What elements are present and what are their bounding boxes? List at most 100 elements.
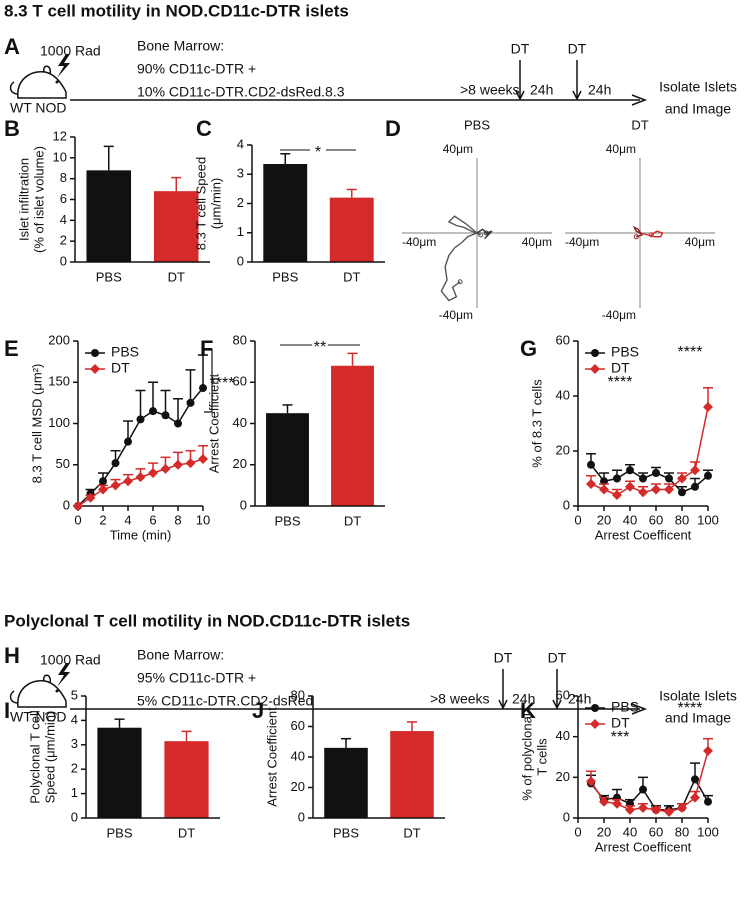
y-tick-label: 12 [53,128,67,143]
x-axis-label: Arrest Coefficent [595,839,692,854]
interval-label: 24h [512,691,535,707]
y-tick-label: 4 [237,136,244,151]
point [85,492,96,503]
y-tick-label: 0 [563,809,570,824]
end-label: Isolate Islets [659,79,737,95]
point [136,415,145,424]
panel-letter: E [4,336,19,361]
point [149,407,157,416]
y-tick-label: 100 [48,415,70,430]
sig-bracket [204,349,213,413]
point [665,474,673,483]
y-axis-label: (% of islet volume) [31,146,46,253]
x-tick-label: 60 [649,512,663,527]
marrow-label: Bone Marrow: [137,38,224,54]
legend-label: DT [111,360,130,376]
arrow-head [631,703,648,715]
y-tick-label: 60 [233,374,247,389]
point [639,785,647,794]
x-tick-label: 40 [623,824,637,839]
section-heading: Polyclonal T cell motility in NOD.CD11c-… [4,611,410,630]
significance: **** [678,344,703,361]
x-tick-label: 2 [99,512,106,527]
y-tick-label: 0 [237,253,244,268]
y-tick-label: 40 [556,387,570,402]
point [704,797,712,806]
dt-label: DT [511,41,530,57]
point [587,460,595,469]
dose-label: 1000 Rad [40,652,101,668]
y-tick-label: 0 [71,809,78,824]
point [124,437,132,446]
y-tick-label: 200 [48,332,70,347]
dt-label: DT [494,650,513,666]
dt-arrow-head [552,699,562,710]
legend-marker [591,349,599,357]
point [638,487,648,498]
panel-letter: F [200,336,213,361]
x-tick-label: DT [343,269,360,284]
y-tick-label: 0 [63,497,70,512]
point [664,806,674,817]
point [677,473,687,484]
x-tick-label: 20 [597,824,611,839]
x-tick-label: 10 [196,512,210,527]
point [690,792,700,803]
x-tick-label: DT [178,825,195,840]
point [612,490,622,500]
plot-title: PBS [464,117,490,132]
bar [324,747,368,818]
y-axis-label: Speed (μm/min) [42,711,57,804]
bar [263,164,308,262]
end-label: and Image [665,710,731,726]
x-tick-label: PBS [274,513,300,528]
panel-letter: A [4,34,20,59]
cell-track [447,215,482,236]
y-tick-label: 80 [291,687,305,702]
x-axis-label: Arrest Coefficent [595,527,692,542]
interval-label: 24h [588,82,611,98]
panel-letter: I [4,698,10,723]
bar [390,731,434,818]
y-tick-label: 20 [291,779,305,794]
legend-label: PBS [611,344,639,360]
y-axis-label: (μm/min) [208,178,223,230]
x-tick-label: 80 [675,824,689,839]
section-heading: 8.3 T cell motility in NOD.CD11c-DTR isl… [4,1,349,20]
point [652,469,660,477]
y-axis-label: % of 8.3 T cells [529,379,544,468]
y-tick-label: 60 [291,718,305,733]
point [691,775,699,784]
point [110,480,121,491]
significance: * [315,144,321,161]
y-tick-label: 40μm [443,142,473,156]
bar [97,727,142,818]
x-tick-label: 100 [697,512,719,527]
y-tick-label: 40 [291,748,305,763]
point [691,482,699,491]
y-tick-label: 1 [237,224,244,239]
cell-track [639,230,664,238]
point [651,804,661,815]
point [174,419,182,428]
point [703,402,713,412]
dt-label: DT [548,650,567,666]
y-tick-label: 3 [237,166,244,181]
point [586,776,596,787]
y-tick-label: 20 [556,769,570,784]
x-tick-label: PBS [96,269,122,284]
panel-letter: D [385,116,401,141]
point [160,463,171,474]
panel-letter: K [520,698,536,723]
x-tick-label: 40 [623,512,637,527]
y-tick-label: 60 [556,332,570,347]
cell-track [632,225,643,238]
x-tick-label: DT [168,269,185,284]
x-tick-label: DT [344,513,361,528]
panel-letter: B [4,116,20,141]
bar [329,197,374,262]
y-axis-label: Polyclonal T cell [27,710,42,804]
mouse-icon [9,65,67,99]
x-tick-label: -40μm [565,235,599,249]
end-label: Isolate Islets [659,688,737,704]
